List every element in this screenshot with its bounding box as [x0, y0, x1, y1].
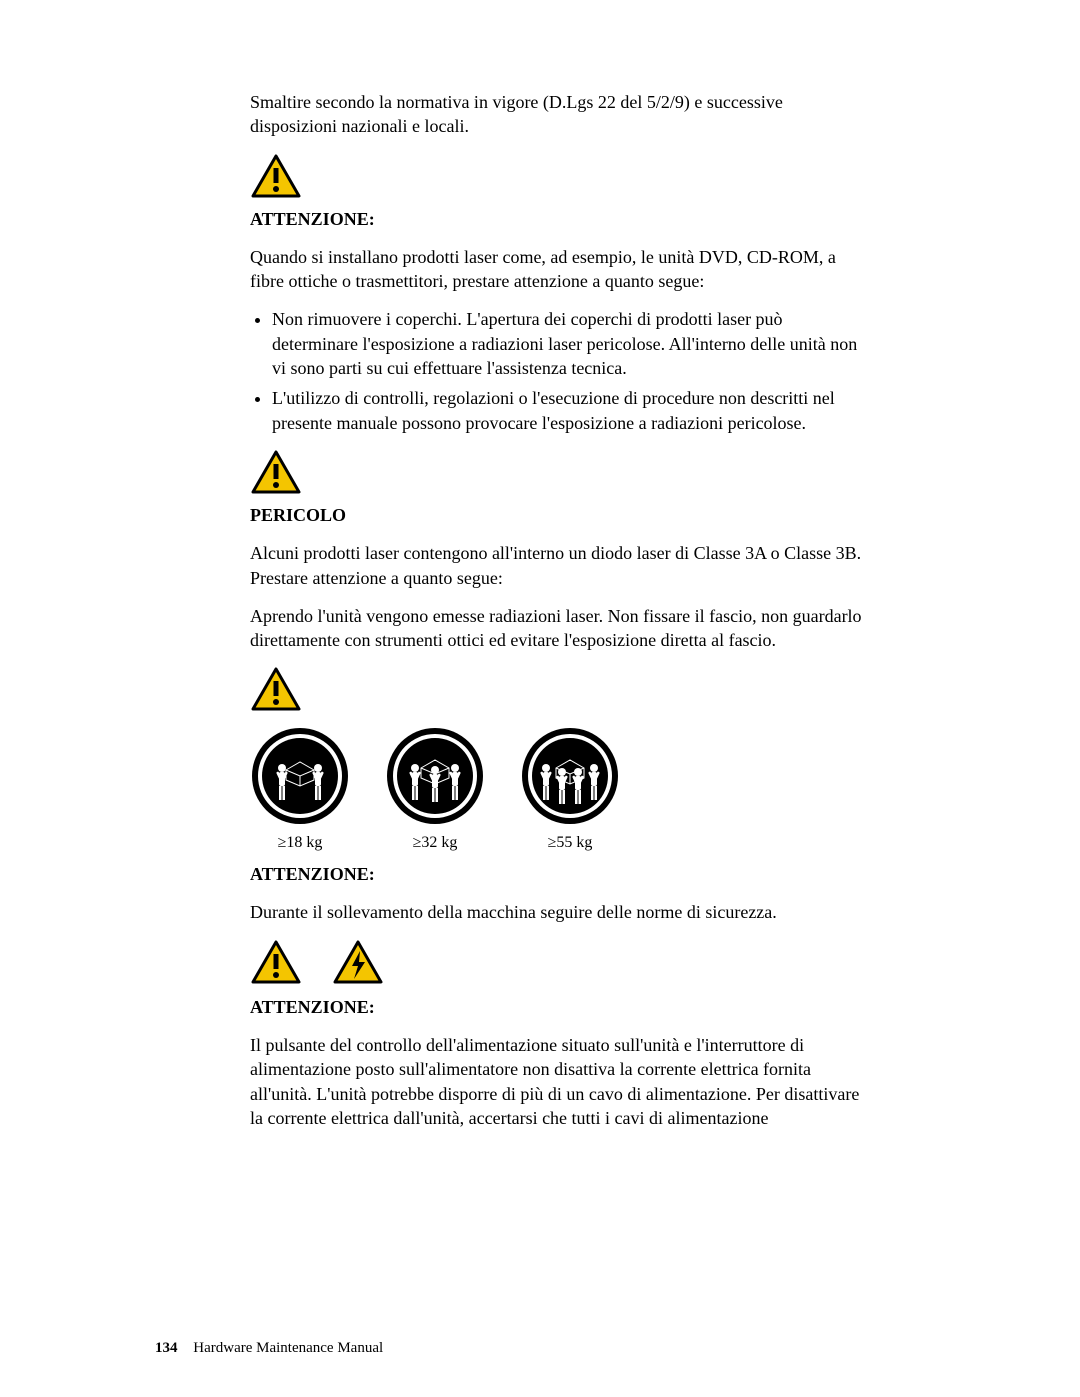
pericolo-paragraph-1: Alcuni prodotti laser contengono all'int… — [250, 541, 870, 590]
attenzione1-bullet-1: Non rimuovere i coperchi. L'apertura dei… — [272, 307, 870, 380]
warning-icons-row — [250, 939, 870, 985]
attenzione1-bullet-2: L'utilizzo di controlli, regolazioni o l… — [272, 386, 870, 435]
electrical-hazard-icon — [332, 939, 384, 985]
pericolo-paragraph-2: Aprendo l'unità vengono emesse radiazion… — [250, 604, 870, 653]
attenzione-heading-1: ATTENZIONE: — [250, 207, 870, 231]
attenzione-heading-2: ATTENZIONE: — [250, 862, 870, 886]
content-area: Smaltire secondo la normativa in vigore … — [250, 90, 870, 1130]
intro-paragraph: Smaltire secondo la normativa in vigore … — [250, 90, 870, 139]
caution-triangle-icon — [250, 153, 870, 199]
attenzione2-paragraph: Durante il sollevamento della macchina s… — [250, 900, 870, 924]
caution-triangle-icon — [250, 666, 870, 712]
lift-icon-18kg: ≥18 kg — [250, 726, 350, 854]
footer-title: Hardware Maintenance Manual — [193, 1340, 383, 1356]
lift-label-32kg: ≥32 kg — [385, 832, 485, 854]
pericolo-heading: PERICOLO — [250, 503, 870, 527]
page-number: 134 — [155, 1340, 178, 1356]
page: Smaltire secondo la normativa in vigore … — [0, 0, 1080, 1397]
lift-label-55kg: ≥55 kg — [520, 832, 620, 854]
lift-icon-32kg: ≥32 kg — [385, 726, 485, 854]
page-footer: 134 Hardware Maintenance Manual — [155, 1340, 383, 1357]
lift-icon-55kg: ≥55 kg — [520, 726, 620, 854]
lift-icons-row: ≥18 kg ≥32 kg ≥55 kg — [250, 726, 870, 854]
attenzione3-paragraph: Il pulsante del controllo dell'alimentaz… — [250, 1033, 870, 1130]
attenzione-heading-3: ATTENZIONE: — [250, 995, 870, 1019]
attenzione1-paragraph: Quando si installano prodotti laser come… — [250, 245, 870, 294]
attenzione1-bullet-list: Non rimuovere i coperchi. L'apertura dei… — [250, 307, 870, 434]
caution-triangle-icon — [250, 449, 870, 495]
caution-triangle-icon — [250, 939, 302, 985]
lift-label-18kg: ≥18 kg — [250, 832, 350, 854]
